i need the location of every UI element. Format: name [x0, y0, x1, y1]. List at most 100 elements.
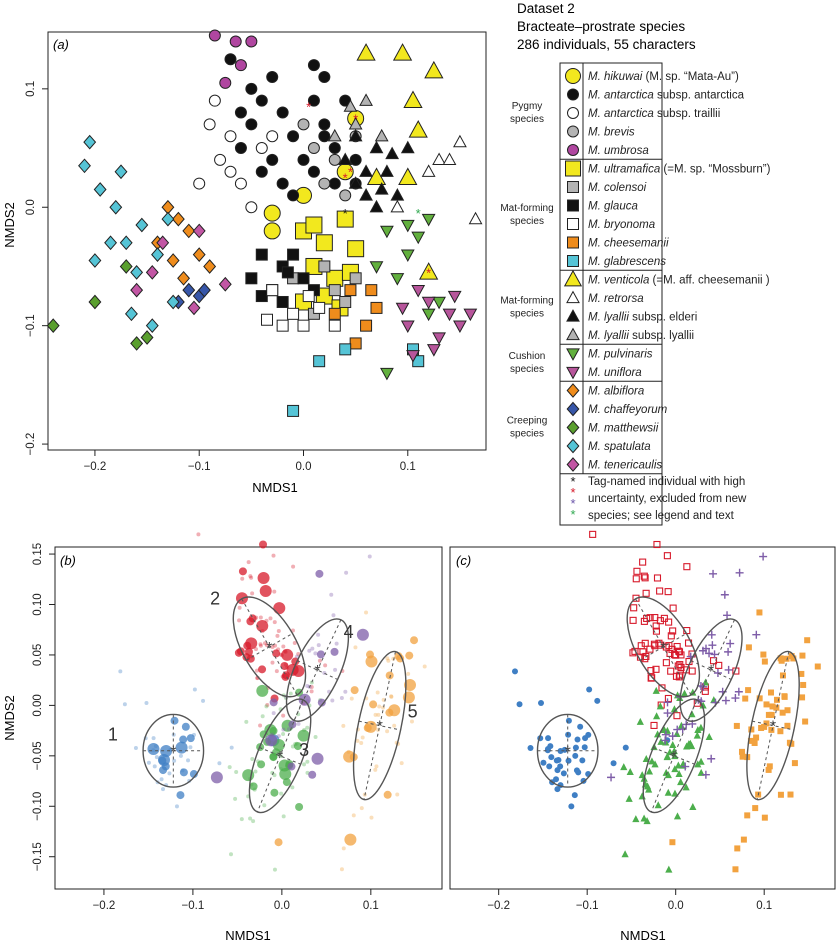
point-c-open-square — [660, 614, 668, 622]
point-circle — [297, 118, 310, 131]
point-c-circle — [553, 757, 560, 764]
point-c-square — [781, 693, 788, 700]
point-b — [246, 617, 255, 626]
tag-star: * — [353, 111, 358, 126]
point-c-open-square — [701, 687, 709, 695]
point-b — [363, 723, 372, 732]
y-tick-label: −0.2 — [25, 433, 37, 456]
point-b — [250, 591, 255, 596]
point-c-triangle — [694, 760, 702, 768]
point-c-triangle — [620, 763, 628, 771]
point-c-square — [745, 644, 752, 651]
point-c-plus — [707, 630, 716, 639]
point-triUp — [385, 146, 400, 160]
point-diamond — [166, 253, 180, 268]
point-c-circle — [545, 735, 552, 742]
point-c-square — [765, 766, 772, 773]
point-b — [258, 665, 267, 674]
legend-genus: M. brevis — [588, 127, 635, 139]
point-c-square — [763, 701, 770, 708]
legend-marker-triDown — [566, 348, 580, 361]
point-square — [276, 319, 289, 332]
point-c-open-square — [589, 530, 597, 538]
point-b — [313, 651, 318, 656]
point-b — [253, 769, 258, 774]
point-c-triangle — [643, 817, 651, 825]
point-triDown — [400, 320, 415, 334]
point-b — [295, 802, 304, 811]
point-diamond — [156, 235, 170, 251]
point-c-open-square — [648, 674, 656, 682]
point-c-circle — [572, 744, 579, 751]
point-c-square — [784, 722, 791, 729]
point-c-plus — [701, 770, 710, 779]
point-c-triangle — [682, 783, 690, 791]
point-b — [388, 704, 401, 717]
point-c-square — [773, 704, 780, 711]
point-c-circle — [582, 735, 589, 742]
point-b — [344, 833, 357, 846]
point-diamond — [145, 265, 159, 280]
point-c-square — [784, 707, 791, 714]
point-diamond — [119, 259, 133, 274]
point-c-circle — [554, 767, 561, 774]
x-tick-label: −0.1 — [576, 900, 599, 912]
point-b — [317, 658, 322, 663]
point-b — [291, 564, 296, 569]
point-b — [159, 777, 164, 782]
point-triUp — [327, 128, 342, 142]
x-tick-label: 0.1 — [363, 900, 379, 912]
point-square — [287, 248, 300, 261]
point-b — [373, 767, 378, 772]
point-b — [297, 729, 310, 742]
point-b — [258, 643, 263, 648]
point-b — [174, 804, 179, 809]
point-square — [255, 248, 268, 261]
legend-genus: M. cheesemanii — [588, 238, 669, 250]
point-b — [244, 647, 253, 656]
legend-rest: (M. sp. “Mata-Au”) — [642, 71, 739, 83]
point-b — [316, 643, 321, 648]
point-b — [331, 613, 336, 618]
point-triUp — [432, 152, 446, 166]
point-b — [192, 687, 197, 692]
cluster-label: 2 — [210, 589, 220, 609]
point-c-circle — [574, 736, 581, 743]
y-tick-label: −0.05 — [32, 741, 44, 770]
point-circle — [245, 82, 258, 95]
point-b — [259, 585, 272, 598]
point-b — [186, 734, 195, 743]
point-circle — [328, 153, 341, 166]
point-c-open-square — [633, 567, 641, 575]
legend-genus: M. lyallii — [588, 330, 629, 342]
point-c-circle — [610, 760, 617, 767]
cluster-centroid: * — [660, 640, 666, 657]
point-b — [260, 714, 265, 719]
point-c-plus — [705, 649, 714, 658]
cluster-axis — [358, 720, 401, 731]
point-triUp — [442, 152, 457, 166]
point-b — [246, 560, 251, 565]
point-square — [245, 272, 258, 285]
point-c-open-square — [640, 572, 648, 580]
point-c-square — [739, 753, 746, 760]
panel-b-ylabel: NMDS2 — [2, 695, 17, 741]
point-c-square — [742, 695, 749, 702]
point-c-triangle — [664, 788, 672, 796]
point-circle — [208, 29, 221, 42]
point-b — [260, 629, 265, 634]
point-c-open-square — [641, 574, 649, 582]
point-c-open-square — [667, 667, 675, 675]
point-diamond — [218, 276, 232, 292]
legend-entry-label: M. glabrescens — [588, 256, 666, 268]
cluster-axis — [241, 598, 298, 696]
point-diamond — [114, 164, 128, 180]
point-b — [281, 713, 286, 718]
point-b — [287, 762, 296, 771]
legend-entry-label: M. albiflora — [588, 386, 644, 398]
point-b — [264, 643, 269, 648]
legend-rest: (=M. aff. cheesemanii ) — [649, 275, 769, 287]
point-c-square — [777, 728, 784, 735]
point-b — [258, 642, 263, 647]
point-b — [158, 756, 167, 765]
